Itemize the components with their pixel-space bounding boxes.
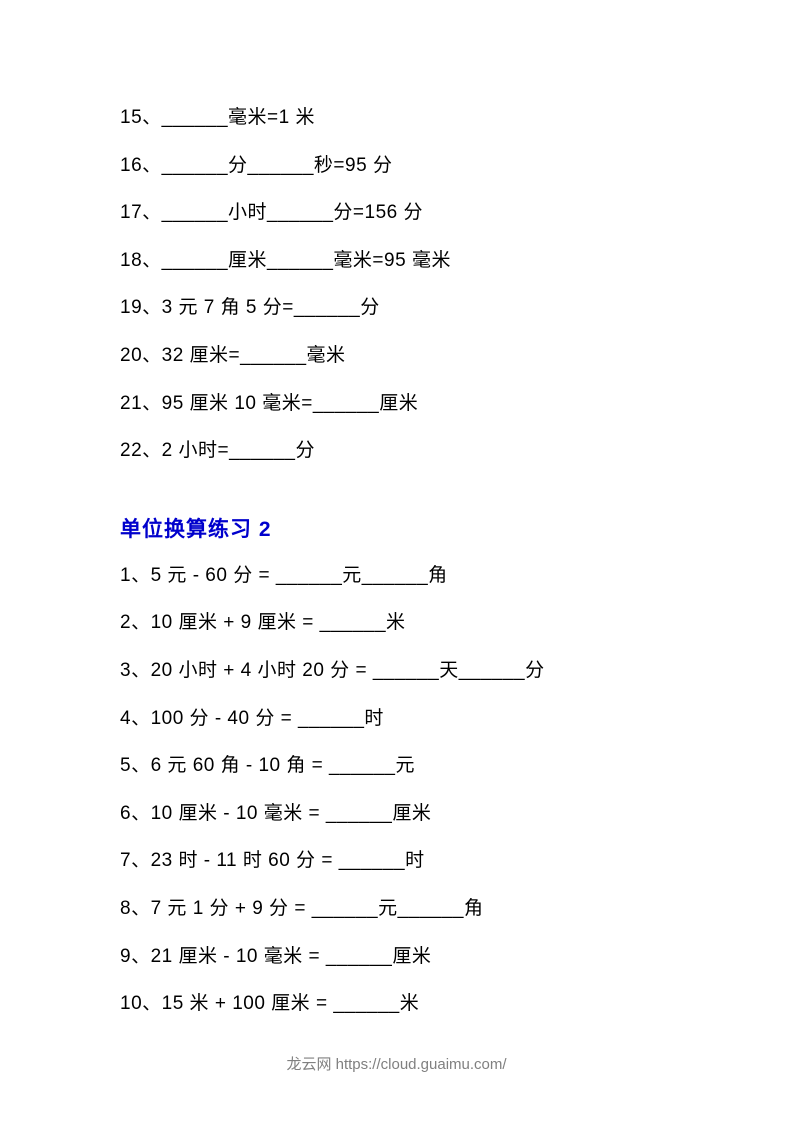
problem-item: 17、______小时______分=156 分 bbox=[120, 200, 673, 227]
problem-item: 8、7 元 1 分 + 9 分 = ______元______角 bbox=[120, 896, 673, 923]
problem-item: 21、95 厘米 10 毫米=______厘米 bbox=[120, 391, 673, 418]
problem-item: 9、21 厘米 - 10 毫米 = ______厘米 bbox=[120, 944, 673, 971]
problem-item: 10、15 米 + 100 厘米 = ______米 bbox=[120, 991, 673, 1018]
problem-item: 5、6 元 60 角 - 10 角 = ______元 bbox=[120, 753, 673, 780]
section-1-problems: 15、______毫米=1 米 16、______分______秒=95 分 1… bbox=[120, 105, 673, 465]
page-content: 15、______毫米=1 米 16、______分______秒=95 分 1… bbox=[0, 0, 793, 1018]
section-2-title: 单位换算练习 2 bbox=[120, 513, 673, 543]
page-footer: 龙云网 https://cloud.guaimu.com/ bbox=[0, 1053, 793, 1074]
problem-item: 19、3 元 7 角 5 分=______分 bbox=[120, 295, 673, 322]
problem-item: 7、23 时 - 11 时 60 分 = ______时 bbox=[120, 848, 673, 875]
problem-item: 4、100 分 - 40 分 = ______时 bbox=[120, 706, 673, 733]
problem-item: 22、2 小时=______分 bbox=[120, 438, 673, 465]
problem-item: 6、10 厘米 - 10 毫米 = ______厘米 bbox=[120, 801, 673, 828]
problem-item: 20、32 厘米=______毫米 bbox=[120, 343, 673, 370]
problem-item: 2、10 厘米 + 9 厘米 = ______米 bbox=[120, 610, 673, 637]
problem-item: 15、______毫米=1 米 bbox=[120, 105, 673, 132]
problem-item: 3、20 小时 + 4 小时 20 分 = ______天______分 bbox=[120, 658, 673, 685]
problem-item: 1、5 元 - 60 分 = ______元______角 bbox=[120, 563, 673, 590]
problem-item: 16、______分______秒=95 分 bbox=[120, 153, 673, 180]
problem-item: 18、______厘米______毫米=95 毫米 bbox=[120, 248, 673, 275]
section-2-problems: 1、5 元 - 60 分 = ______元______角 2、10 厘米 + … bbox=[120, 563, 673, 1018]
